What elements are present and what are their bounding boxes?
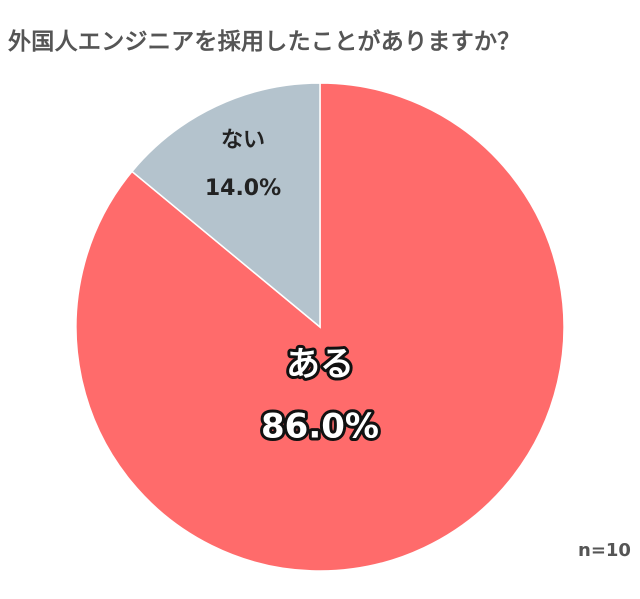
sample-size-note: n=10 bbox=[578, 540, 631, 561]
pie-slice-nai bbox=[130, 82, 321, 329]
pie-labels: ある 86.0% ない 14.0% bbox=[205, 128, 382, 450]
pie-slices bbox=[75, 82, 565, 572]
slice-label-value: 14.0% bbox=[205, 176, 281, 201]
slice-label-value: 86.0% bbox=[261, 407, 379, 447]
chart-title: 外国人エンジニアを採用したことがありますか？ bbox=[8, 29, 521, 55]
slice-label-name: ある bbox=[286, 345, 354, 385]
slice-label-name: ない bbox=[221, 128, 265, 153]
